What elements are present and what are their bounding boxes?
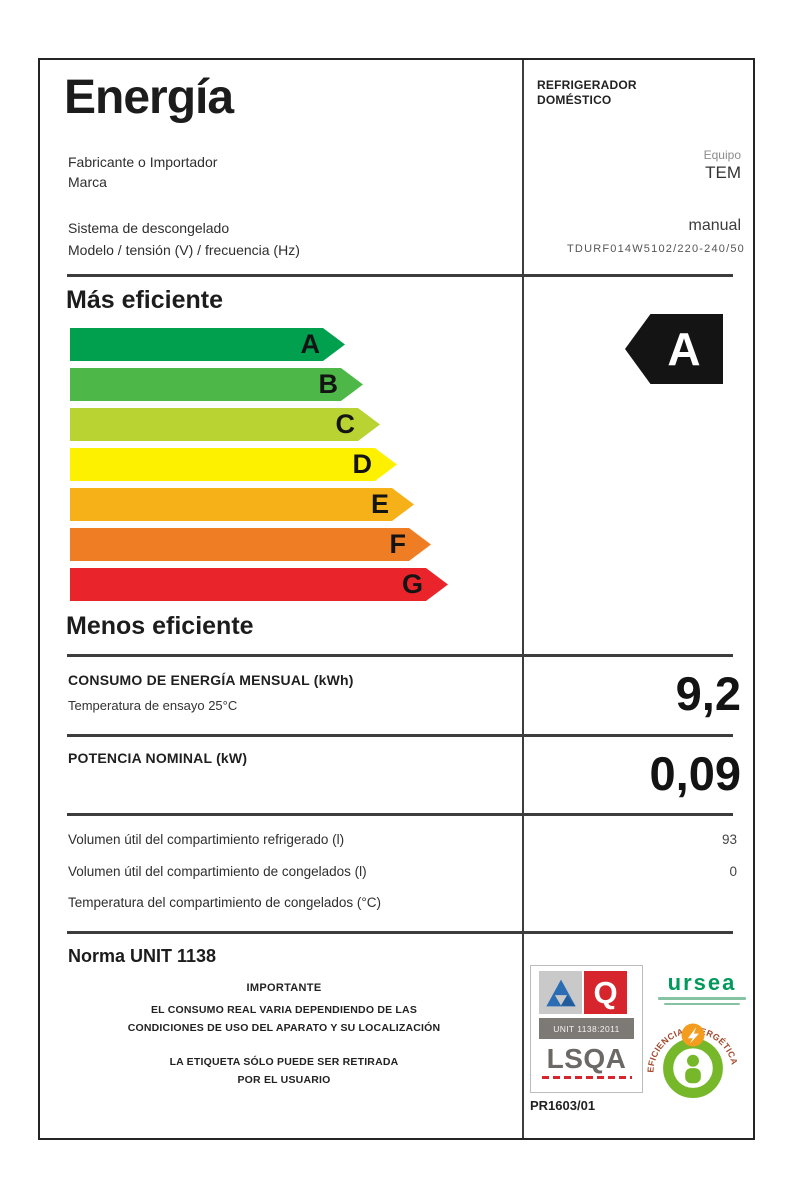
separator-volumes: [67, 931, 733, 934]
more-efficient-label: Más eficiente: [66, 286, 224, 314]
ursea-caption-line1: [658, 997, 746, 1000]
less-efficient-label: Menos eficiente: [66, 612, 254, 640]
efficiency-letter-f: F: [389, 529, 406, 559]
lsqa-triangle-icon: [539, 971, 582, 1014]
separator-power: [67, 813, 733, 816]
efficiency-arrow-e: E: [70, 488, 414, 521]
volume-fridge-value: 93: [721, 832, 737, 847]
consumption-notice-line1: EL CONSUMO REAL VARIA DEPENDIENDO DE LAS: [150, 1004, 418, 1016]
rating-arrow: A: [625, 314, 723, 384]
freezer-temp-label: Temperatura del compartimiento de congel…: [68, 895, 382, 910]
consumption-notice: EL CONSUMO REAL VARIA DEPENDIENDO DE LAS…: [46, 1002, 522, 1038]
efficiency-letter-g: G: [401, 569, 423, 599]
lsqa-certification-box: Q UNIT 1138:2011 LSQA: [530, 965, 643, 1093]
important-title: IMPORTANTE: [246, 982, 322, 994]
efficiency-arrow-d: D: [70, 448, 397, 481]
appliance-type-line2: DOMÉSTICO: [537, 93, 612, 107]
separator-scale: [67, 654, 733, 657]
unit-standard-bar: UNIT 1138:2011: [539, 1018, 634, 1039]
ursea-caption-line2: [664, 1003, 740, 1005]
efficiency-letter-e: E: [370, 489, 389, 519]
efficiency-letter-c: C: [335, 409, 355, 439]
lsqa-logo-row: Q: [539, 971, 642, 1014]
power-label: POTENCIA NOMINAL (kW): [68, 750, 248, 766]
ursea-logo: ursea: [652, 972, 752, 1005]
volume-freezer-value: 0: [729, 864, 737, 879]
lsqa-q-icon: Q: [584, 971, 627, 1014]
efficiency-letter-d: D: [352, 449, 372, 479]
separator-header: [67, 274, 733, 277]
equipment-label: Equipo: [703, 148, 741, 162]
removal-notice-line1: LA ETIQUETA SÓLO PUEDE SER RETIRADA: [169, 1056, 399, 1068]
removal-notice: LA ETIQUETA SÓLO PUEDE SER RETIRADA POR …: [46, 1054, 522, 1090]
energy-efficiency-badge-icon: EFICIENCIA ENERGÉTICA: [645, 1012, 739, 1109]
consumption-notice-line2: CONDICIONES DE USO DEL APARATO Y SU LOCA…: [127, 1021, 441, 1034]
efficiency-letter-b: B: [318, 369, 338, 399]
separator-consumption: [67, 734, 733, 737]
lsqa-q-letter: Q: [593, 974, 618, 1010]
page-title: Energía: [64, 71, 234, 124]
appliance-type: REFRIGERADOR DOMÉSTICO: [537, 78, 637, 108]
ursea-wordmark: ursea: [667, 970, 737, 995]
certificate-code: PR1603/01: [530, 1098, 596, 1113]
rating-letter: A: [667, 323, 701, 375]
model-label: Modelo / tensión (V) / frecuencia (Hz): [68, 242, 300, 258]
volume-freezer-label: Volumen útil del compartimiento de conge…: [68, 864, 367, 879]
defrost-label: Sistema de descongelado: [68, 220, 230, 236]
appliance-type-line1: REFRIGERADOR: [537, 78, 637, 92]
energy-label: Energía Fabricante o Importador Marca Si…: [38, 58, 755, 1140]
lsqa-wordmark: LSQA: [546, 1043, 627, 1074]
efficiency-arrow-c: C: [70, 408, 380, 441]
lsqa-red-dashes: [541, 1076, 632, 1079]
consumption-label: CONSUMO DE ENERGÍA MENSUAL (kWh): [68, 672, 354, 688]
standard-title: Norma UNIT 1138: [68, 946, 217, 966]
equipment-value: TEM: [705, 163, 741, 182]
efficiency-arrow-b: B: [70, 368, 363, 401]
efficiency-arrow-a: A: [70, 328, 345, 361]
efficiency-arrow-g: G: [70, 568, 448, 601]
defrost-value: manual: [688, 217, 741, 234]
efficiency-letter-a: A: [300, 329, 320, 359]
manufacturer-label: Fabricante o Importador: [68, 154, 218, 170]
power-value: 0,09: [649, 747, 741, 800]
efficiency-arrow-f: F: [70, 528, 431, 561]
volume-fridge-label: Volumen útil del compartimiento refriger…: [68, 832, 345, 847]
removal-notice-line2: POR EL USUARIO: [237, 1073, 331, 1086]
brand-label: Marca: [68, 174, 107, 190]
consumption-sublabel: Temperatura de ensayo 25°C: [68, 698, 238, 713]
vertical-divider: [522, 60, 524, 1138]
model-value: TDURF014W5102/220-240/50: [567, 243, 745, 255]
consumption-value: 9,2: [675, 667, 741, 720]
